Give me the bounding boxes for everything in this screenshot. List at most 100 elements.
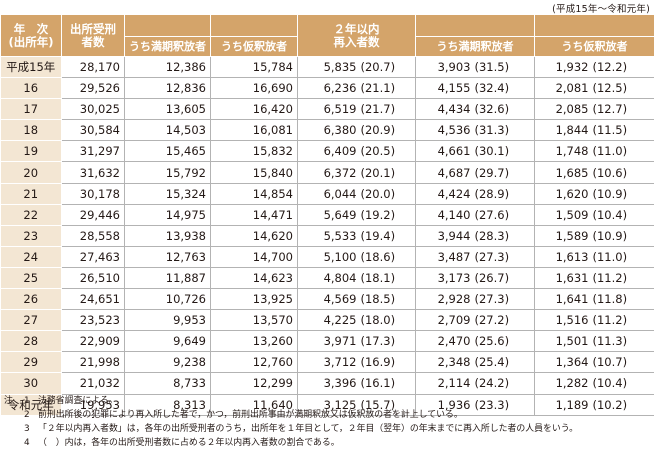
table-cell-released: 30,025	[61, 98, 125, 121]
table-cell-reentered-expiry-rate: (32.6)	[473, 98, 535, 121]
table-cell-reentered-expiry: 4,140	[415, 204, 474, 226]
table-cell-released: 19,953	[61, 394, 125, 416]
table-cell-reentered: 6,519	[297, 98, 360, 121]
table-cell-year: 24	[0, 246, 62, 268]
table-cell-reentered: 6,380	[297, 119, 360, 142]
table-cell-year: 30	[0, 372, 62, 395]
table-row: 18 30,584 14,503 16,081 6,380 (20.9) 4,536 (31.…	[0, 119, 654, 142]
table-cell-reentered-rate: (18.0)	[359, 309, 416, 332]
table-cell-released-parole: 15,784	[210, 56, 298, 79]
table-cell-reentered-parole-rate: (10.9)	[591, 183, 654, 205]
table-cell-released: 30,584	[61, 119, 125, 142]
table-cell-released-expiry: 10,726	[124, 288, 211, 311]
table-cell-reentered-expiry: 1,936	[415, 394, 474, 416]
table-row: 平成15年 28,170 12,386 15,784 5,835 (20.7) 3,903(…	[0, 56, 654, 79]
table-cell-reentered-expiry-rate: (32.4)	[473, 77, 535, 100]
table-cell-year: 25	[0, 267, 62, 290]
table-row: 25 26,510 11,887 14,623 4,804 (18.1) 3,173 (26.…	[0, 267, 654, 290]
table-cell-year: 26	[0, 288, 62, 311]
table-cell-released-expiry: 13,605	[124, 98, 211, 121]
note-text: 「２年以内再入者数」は，各年の出所受刑者のうち，出所年を１年目として，２年目（翌…	[38, 424, 578, 434]
table-cell-year: 19	[0, 140, 62, 163]
table-row: 23 28,558 13,938 14,620 5,533 (19.4) 3,944 (28.…	[0, 225, 654, 247]
table-cell-reentered-parole: 2,085	[534, 98, 592, 121]
table-cell-reentered-parole: 1,509	[534, 204, 592, 226]
table-cell-reentered-parole: 1,589	[534, 225, 592, 247]
table-cell-reentered-expiry: 4,661	[415, 140, 474, 163]
table-cell-year: 令和元年	[0, 394, 62, 416]
table-cell-reentered: 6,236	[297, 77, 360, 100]
table-cell-reentered-expiry: 4,536	[415, 119, 474, 142]
table-cell-reentered: 5,100	[297, 246, 360, 268]
table-cell-reentered-rate: (17.3)	[359, 330, 416, 353]
header-released: 出所受刑 者数	[61, 14, 125, 57]
table-row: 22 29,446 14,975 14,471 5,649 (19.2) 4,140 (27.…	[0, 204, 654, 226]
table-cell-reentered-parole: 1,364	[534, 351, 592, 374]
table-cell-reentered-parole-rate: (11.2)	[591, 309, 654, 332]
notes-label: 注	[4, 396, 13, 406]
table-cell-reentered-rate: (16.9)	[359, 351, 416, 374]
table-row: 24 27,463 12,763 14,700 5,100 (18.6) 3,487 (27.…	[0, 246, 654, 268]
table-cell-reentered-parole-rate: (11.3)	[591, 330, 654, 353]
table-cell-reentered-expiry-rate: (25.4)	[473, 351, 535, 374]
table-cell-reentered-parole: 2,081	[534, 77, 592, 100]
table-cell-year: 平成15年	[0, 56, 62, 79]
table-cell-reentered-rate: (16.1)	[359, 372, 416, 395]
table-cell-year: 22	[0, 204, 62, 226]
table-body: 平成15年 28,170 12,386 15,784 5,835 (20.7) 3,903(…	[0, 56, 654, 416]
table-cell-released-expiry: 9,953	[124, 309, 211, 332]
table-cell-released-expiry: 14,503	[124, 119, 211, 142]
table-cell-reentered-rate: (21.7)	[359, 98, 416, 121]
table-cell-released-expiry: 13,938	[124, 225, 211, 247]
table-cell-reentered-parole-rate: (11.8)	[591, 288, 654, 311]
table-cell-reentered-parole-rate: (12.5)	[591, 77, 654, 100]
table-cell-reentered-expiry: 3,944	[415, 225, 474, 247]
table-cell-reentered-expiry-rate: (27.2)	[473, 309, 535, 332]
table-cell-released: 21,032	[61, 372, 125, 395]
table-cell-reentered: 6,372	[297, 161, 360, 184]
table-cell-reentered: 4,569	[297, 288, 360, 311]
table-row: 17 30,025 13,605 16,420 6,519 (21.7) 4,434 (32.…	[0, 98, 654, 121]
table-cell-reentered-parole-rate: (10.9)	[591, 225, 654, 247]
table-cell-released-expiry: 14,975	[124, 204, 211, 226]
note-number: 2	[24, 410, 30, 420]
table-cell-reentered-parole-rate: (10.7)	[591, 351, 654, 374]
table-cell-reentered-rate: (20.9)	[359, 119, 416, 142]
table-cell-reentered: 6,044	[297, 183, 360, 205]
table-cell-reentered: 3,971	[297, 330, 360, 353]
table-row: 26 24,651 10,726 13,925 4,569 (18.5) 2,928 (27.…	[0, 288, 654, 311]
table-cell-reentered-expiry-rate: (26.7)	[473, 267, 535, 290]
table-cell-released-expiry: 12,763	[124, 246, 211, 268]
table-row: 30 21,032 8,733 12,299 3,396 (16.1) 2,114 (24.2…	[0, 372, 654, 395]
table-cell-released-expiry: 15,324	[124, 183, 211, 205]
table-cell-reentered-rate: (18.1)	[359, 267, 416, 290]
header-reentered-parole: うち仮釈放者	[534, 36, 654, 57]
table-cell-released-expiry: 8,733	[124, 372, 211, 395]
table-cell-released-parole: 14,700	[210, 246, 298, 268]
table-cell-reentered-rate: (21.1)	[359, 77, 416, 100]
table-cell-reentered-expiry: 2,709	[415, 309, 474, 332]
table-cell-reentered-parole-rate: (10.4)	[591, 372, 654, 395]
table-cell-released: 28,558	[61, 225, 125, 247]
table-cell-year: 29	[0, 351, 62, 374]
table-cell-reentered: 5,649	[297, 204, 360, 226]
table-cell-reentered-expiry-rate: (27.3)	[473, 246, 535, 268]
table-cell-released-parole: 15,832	[210, 140, 298, 163]
table-cell-reentered-rate: (18.6)	[359, 246, 416, 268]
header-released-parole: うち仮釈放者	[210, 36, 298, 57]
table-cell-reentered-expiry-rate: (27.6)	[473, 204, 535, 226]
table-cell-reentered-expiry: 4,434	[415, 98, 474, 121]
table-cell-released-expiry: 11,887	[124, 267, 211, 290]
table-cell-reentered-expiry-rate: (31.5)	[473, 56, 535, 79]
table-row: 27 23,523 9,953 13,570 4,225 (18.0) 2,709 (27.2…	[0, 309, 654, 332]
table-cell-reentered-rate: (20.0)	[359, 183, 416, 205]
table-cell-released-expiry: 12,386	[124, 56, 211, 79]
table-cell-reentered-rate: (18.5)	[359, 288, 416, 311]
table-cell-released: 30,178	[61, 183, 125, 205]
table-cell-released: 31,632	[61, 161, 125, 184]
table-cell-reentered-parole-rate: (11.5)	[591, 119, 654, 142]
note-item: 4 （ ）内は，各年の出所受刑者数に占める２年以内再入者数の割合である。	[4, 436, 650, 450]
table-cell-year: 18	[0, 119, 62, 142]
table-cell-released: 29,446	[61, 204, 125, 226]
table-cell-reentered-expiry-rate: (31.3)	[473, 119, 535, 142]
